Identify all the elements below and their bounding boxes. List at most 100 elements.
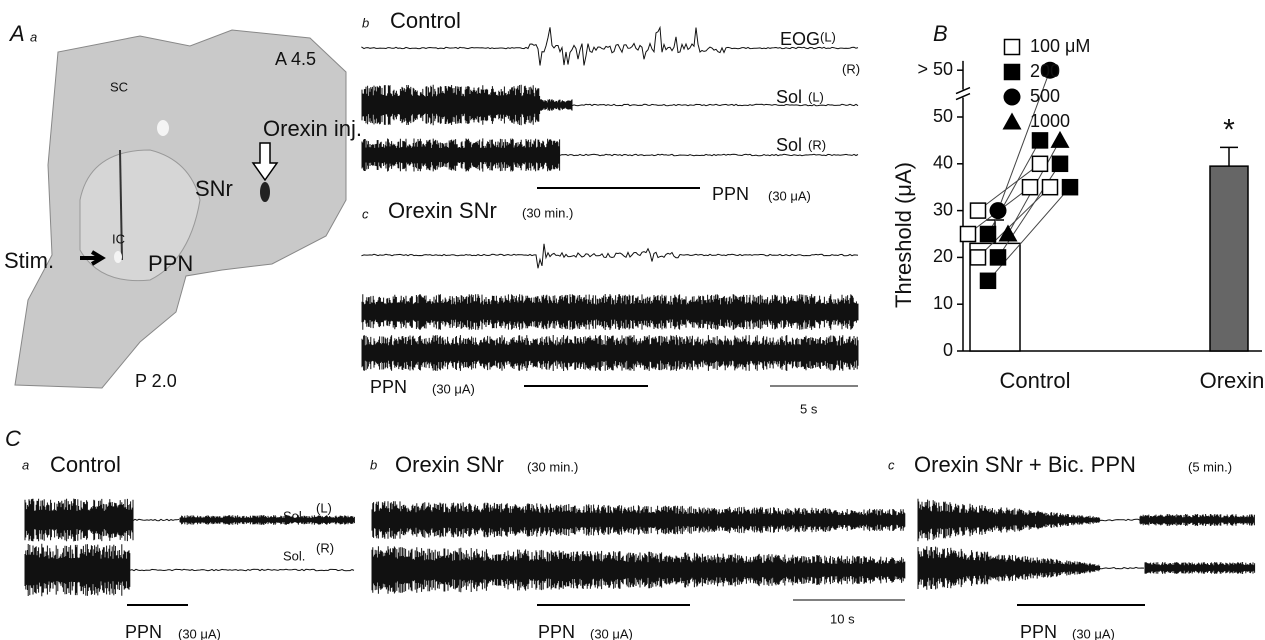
emg-trace: [24, 498, 134, 542]
point: [1050, 130, 1070, 148]
emg-trace: [371, 546, 906, 594]
point: [989, 202, 1007, 220]
panel-title: (5 min.): [1188, 459, 1232, 474]
scale-label: 10 s: [830, 611, 855, 626]
panel-sub: c: [888, 457, 895, 472]
trace: [129, 568, 355, 572]
axis-break: [955, 86, 971, 101]
panel-title: (30 min.): [527, 459, 578, 474]
electrode-track: [119, 149, 123, 261]
y-axis-label: Threshold (μA): [891, 162, 916, 308]
trace-label: (L): [808, 89, 824, 104]
aqueduct: [157, 120, 169, 136]
y-tick-label: 50: [933, 106, 953, 126]
trace-label: Sol: [776, 135, 802, 155]
panel-title: Control: [390, 8, 461, 33]
emg-trace: [361, 335, 859, 371]
trace: [571, 103, 859, 107]
point: [979, 225, 997, 243]
panel-title: Orexin SNr: [395, 452, 504, 477]
trace: [361, 243, 859, 269]
stim-label: PPN: [1020, 622, 1057, 640]
legend-label: 200: [1030, 61, 1060, 81]
error-bar: [1220, 146, 1238, 167]
point: [1021, 178, 1039, 196]
legend-marker: [1003, 88, 1021, 106]
pair-line: [977, 163, 1041, 211]
region-label: PPN: [148, 251, 193, 276]
panel-letter: B: [933, 21, 948, 46]
region-label: IC: [112, 231, 125, 246]
region-label: Stim.: [4, 248, 54, 273]
stim-label: PPN: [125, 622, 162, 640]
stim-label: PPN: [538, 622, 575, 640]
trace-label: (L): [820, 29, 836, 44]
emg-trace: [539, 99, 573, 111]
y-tick-label: 30: [933, 199, 953, 219]
legend-marker: [1003, 38, 1021, 56]
emg-trace: [1144, 562, 1256, 574]
trace: [1099, 518, 1141, 522]
trace: [361, 25, 859, 66]
point: [969, 202, 987, 219]
legend-label: 100 μM: [1030, 36, 1090, 56]
point: [1041, 61, 1059, 79]
trace-label: Sol.: [283, 548, 305, 563]
pair-line: [987, 186, 1071, 282]
point: [998, 224, 1018, 242]
legend-marker: [1003, 63, 1021, 81]
trace-label: EOG: [780, 29, 820, 49]
pair-line: [997, 70, 1051, 211]
bar: [1209, 165, 1249, 352]
point: [989, 249, 1007, 266]
trace: [1099, 566, 1145, 570]
region-label: SNr: [195, 176, 233, 201]
panel-sub: a: [22, 457, 29, 472]
stim-label: (30 μA): [178, 626, 221, 640]
panel-title: Orexin SNr: [388, 198, 497, 223]
panel-sub: b: [370, 457, 377, 472]
stim-site: [114, 251, 122, 263]
scale-label: 5 s: [800, 401, 818, 416]
point: [1061, 178, 1079, 196]
y-tick-label: 40: [933, 153, 953, 173]
region-label: Orexin inj.: [263, 116, 362, 141]
point: [1041, 178, 1059, 196]
axis-break-gap: [959, 89, 967, 98]
panel-letter: C: [5, 426, 21, 451]
trace-label: Sol: [776, 87, 802, 107]
injection-site: [260, 182, 270, 202]
level-label: A 4.5: [275, 49, 316, 69]
panel-title: Control: [50, 452, 121, 477]
emg-trace: [917, 546, 1101, 590]
emg-trace: [917, 498, 1101, 542]
trace: [132, 518, 180, 522]
stim-label: (30 μA): [768, 188, 811, 203]
panel-sub: c: [362, 206, 369, 221]
injection-arrow: [251, 142, 279, 182]
panel-letter: A: [8, 21, 25, 46]
level-label: P 2.0: [135, 371, 177, 391]
emg-trace: [361, 294, 859, 330]
legend-marker: [1002, 112, 1022, 130]
stim-arrow: [80, 250, 106, 266]
legend-label: 1000: [1030, 111, 1070, 131]
histology: [14, 29, 347, 389]
point: [1031, 155, 1049, 173]
emg-trace: [24, 543, 131, 597]
point: [959, 225, 977, 243]
emg-trace: [361, 138, 561, 172]
emg-trace: [179, 515, 355, 525]
point: [979, 272, 997, 290]
trace-label: (R): [842, 61, 860, 76]
stim-label: (30 μA): [432, 381, 475, 396]
stim-label: (30 μA): [1072, 626, 1115, 640]
trace-label: (R): [808, 137, 826, 152]
trace-label: (L): [316, 500, 332, 515]
y-tick-label: 10: [933, 293, 953, 313]
emg-trace: [361, 84, 541, 126]
emg-trace: [371, 501, 906, 539]
x-tick-label: Control: [1000, 368, 1071, 393]
y-tick-label: > 50: [917, 59, 953, 79]
region-label: SC: [110, 79, 128, 94]
